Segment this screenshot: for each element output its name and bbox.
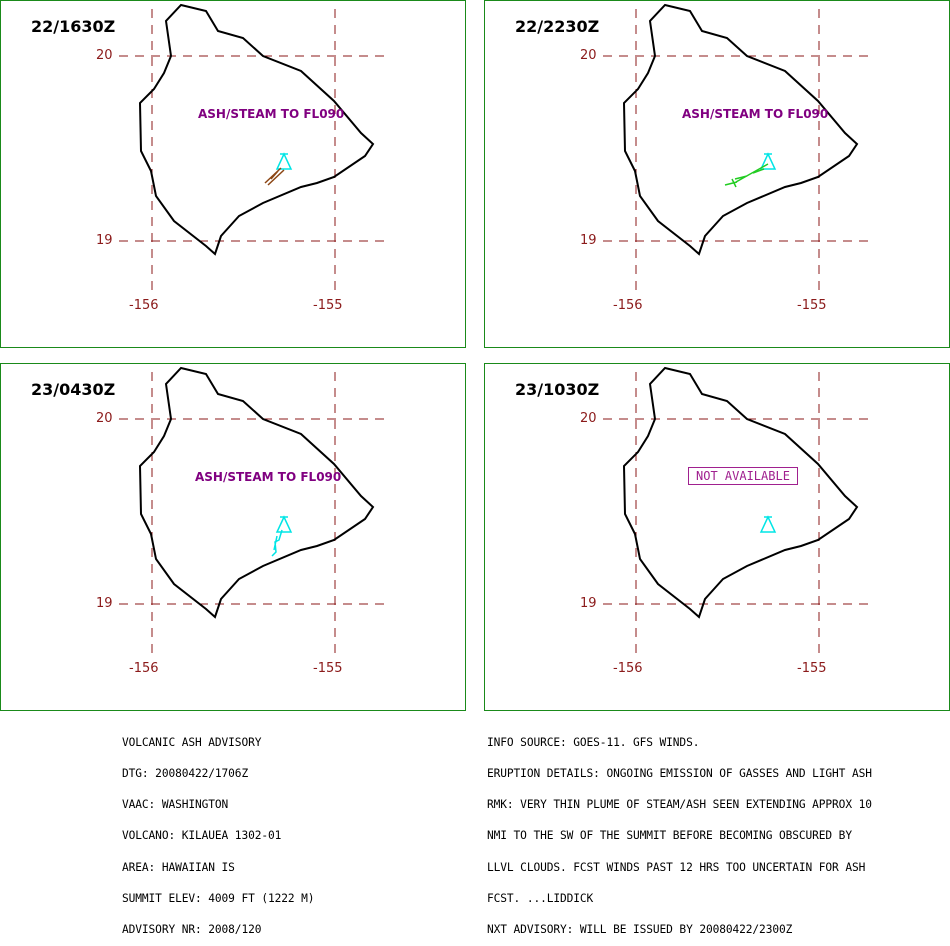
advisory-line: RMK: VERY THIN PLUME OF STEAM/ASH SEEN E… bbox=[487, 798, 872, 812]
volcano-icon bbox=[275, 152, 293, 170]
lon-label-156: -156 bbox=[613, 661, 643, 676]
lon-label-155: -155 bbox=[313, 298, 343, 313]
volcano-icon bbox=[759, 152, 777, 170]
graticule bbox=[603, 372, 875, 656]
coastline bbox=[622, 3, 859, 256]
map-graphic bbox=[603, 366, 875, 656]
advisory-line: AREA: HAWAIIAN IS bbox=[122, 860, 235, 874]
ash-height-label: ASH/STEAM TO FL090 bbox=[682, 107, 829, 121]
coastline bbox=[138, 366, 375, 619]
advisory-line: VOLCANIC ASH ADVISORY bbox=[122, 735, 262, 749]
advisory-line: ERUPTION DETAILS: ONGOING EMISSION OF GA… bbox=[487, 767, 872, 781]
lon-label-155: -155 bbox=[797, 661, 827, 676]
panel-time-label: 23/0430Z bbox=[31, 380, 116, 399]
advisory-line: FCST. ...LIDDICK bbox=[487, 891, 594, 905]
lat-label-19: 19 bbox=[96, 596, 113, 611]
map-panel-4: 23/1030Z 20 19 -156 -155 NOT AVAILABLE bbox=[484, 363, 950, 711]
ash-height-label: ASH/STEAM TO FL090 bbox=[195, 470, 342, 484]
lat-label-20: 20 bbox=[580, 411, 597, 426]
lon-label-156: -156 bbox=[613, 298, 643, 313]
advisory-header-block: VOLCANIC ASH ADVISORY DTG: 20080422/1706… bbox=[122, 717, 315, 946]
lon-label-155: -155 bbox=[313, 661, 343, 676]
not-available-label: NOT AVAILABLE bbox=[688, 467, 798, 485]
panel-time-label: 22/1630Z bbox=[31, 17, 116, 36]
advisory-line: INFO SOURCE: GOES-11. GFS WINDS. bbox=[487, 735, 700, 749]
map-graphic bbox=[119, 366, 391, 656]
advisory-line: DTG: 20080422/1706Z bbox=[122, 767, 249, 781]
coastline bbox=[138, 3, 375, 256]
coastline bbox=[622, 366, 859, 619]
panel-time-label: 23/1030Z bbox=[515, 380, 600, 399]
lat-label-20: 20 bbox=[96, 411, 113, 426]
advisory-line: SUMMIT ELEV: 4009 FT (1222 M) bbox=[122, 891, 315, 905]
advisory-line: NMI TO THE SW OF THE SUMMIT BEFORE BECOM… bbox=[487, 829, 852, 843]
advisory-line: ADVISORY NR: 2008/120 bbox=[122, 923, 262, 937]
graticule bbox=[603, 9, 875, 293]
ash-plume bbox=[264, 167, 285, 186]
lon-label-156: -156 bbox=[129, 661, 159, 676]
ash-height-label: ASH/STEAM TO FL090 bbox=[198, 107, 345, 121]
lat-label-19: 19 bbox=[580, 233, 597, 248]
lat-label-19: 19 bbox=[580, 596, 597, 611]
lon-label-155: -155 bbox=[797, 298, 827, 313]
volcano-icon bbox=[759, 515, 777, 533]
panel-time-label: 22/2230Z bbox=[515, 17, 600, 36]
lat-label-20: 20 bbox=[96, 48, 113, 63]
map-graphic bbox=[119, 3, 391, 293]
map-panel-1: 22/1630Z 20 19 -156 -155 ASH/STEAM TO FL… bbox=[0, 0, 466, 348]
graticule bbox=[119, 372, 391, 656]
map-panel-2: 22/2230Z 20 19 -156 -155 ASH/STEAM TO FL… bbox=[484, 0, 950, 348]
graticule bbox=[119, 9, 391, 293]
ash-plume bbox=[271, 529, 283, 557]
map-graphic bbox=[603, 3, 875, 293]
advisory-line: VAAC: WASHINGTON bbox=[122, 798, 229, 812]
advisory-details-block: INFO SOURCE: GOES-11. GFS WINDS. ERUPTIO… bbox=[487, 717, 872, 946]
lat-label-20: 20 bbox=[580, 48, 597, 63]
advisory-line: VOLCANO: KILAUEA 1302-01 bbox=[122, 829, 282, 843]
volcano-icon bbox=[275, 515, 293, 533]
advisory-line: LLVL CLOUDS. FCST WINDS PAST 12 HRS TOO … bbox=[487, 860, 866, 874]
lat-label-19: 19 bbox=[96, 233, 113, 248]
ash-plume bbox=[724, 163, 769, 188]
map-panel-3: 23/0430Z 20 19 -156 -155 ASH/STEAM TO FL… bbox=[0, 363, 466, 711]
lon-label-156: -156 bbox=[129, 298, 159, 313]
advisory-line: NXT ADVISORY: WILL BE ISSUED BY 20080422… bbox=[487, 923, 793, 937]
